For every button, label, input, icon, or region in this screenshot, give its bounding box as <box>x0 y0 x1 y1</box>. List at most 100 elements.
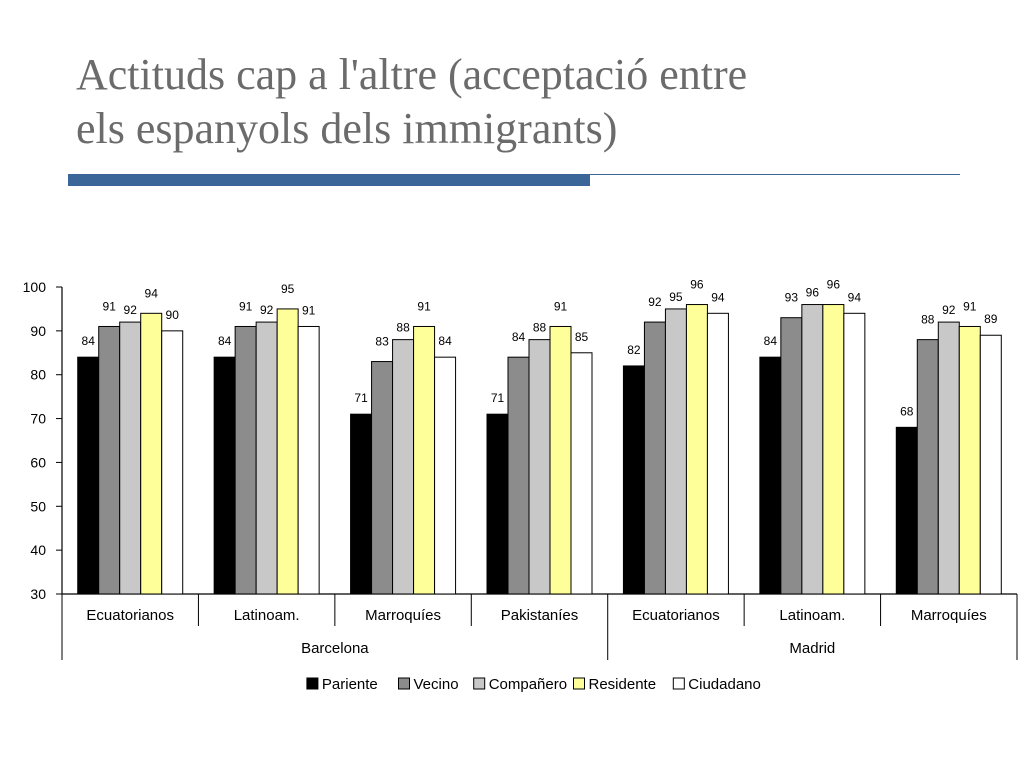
bar-value-label: 91 <box>963 299 977 313</box>
y-tick-label: 70 <box>30 411 46 427</box>
bar-pariente <box>213 356 236 595</box>
bar-value-label: 91 <box>103 299 117 313</box>
y-tick-label: 40 <box>30 542 46 558</box>
bar-value-label: 96 <box>806 286 820 300</box>
bar-compaero <box>664 308 687 595</box>
bar-residente <box>822 304 845 595</box>
bar-ciudadano <box>297 325 320 595</box>
title-line-2: els espanyols dels immigrants) <box>76 104 618 153</box>
bar-value-label: 92 <box>124 303 138 317</box>
bar-value-label: 88 <box>921 313 935 327</box>
legend-swatch <box>573 677 585 690</box>
bar-ciudadano <box>570 352 593 595</box>
bar-ciudadano <box>434 356 457 595</box>
bar-value-label: 95 <box>281 282 295 296</box>
bar-vecino <box>98 325 121 595</box>
category-label: Ecuatorianos <box>632 607 720 624</box>
bar-pariente <box>622 365 645 595</box>
bar-compaero <box>392 339 415 595</box>
bar-value-label: 90 <box>166 308 180 322</box>
bar-compaero <box>801 304 824 595</box>
bar-residente <box>958 325 981 595</box>
bar-compaero <box>528 339 551 595</box>
bar-compaero <box>937 321 960 595</box>
bar-value-label: 96 <box>690 278 704 292</box>
bar-vecino <box>371 361 394 595</box>
bar-value-label: 85 <box>575 330 589 344</box>
bar-value-label: 93 <box>785 291 799 305</box>
bar-value-label: 89 <box>984 312 998 326</box>
bar-vecino <box>507 356 530 595</box>
bar-pariente <box>759 356 782 595</box>
bar-residente <box>413 325 436 595</box>
title-line-1: Actituds cap a l'altre (acceptació entre <box>76 50 748 99</box>
bar-value-label: 84 <box>438 334 452 348</box>
title-underline-thick <box>68 174 590 186</box>
legend-swatch <box>672 677 685 690</box>
category-label: Ecuatorianos <box>86 607 174 624</box>
category-label: Latinoam. <box>779 607 845 624</box>
bar-ciudadano <box>843 312 866 595</box>
legend-label: Compañero <box>489 676 567 693</box>
legend-label: Vecino <box>414 676 459 693</box>
bar-compaero <box>119 321 142 595</box>
bar-value-label: 94 <box>848 290 862 304</box>
bar-value-label: 94 <box>711 290 725 304</box>
title-underline-thin <box>590 174 960 175</box>
bar-value-label: 95 <box>669 290 683 304</box>
bar-value-label: 88 <box>396 321 410 335</box>
bar-residente <box>140 312 163 595</box>
legend-swatch <box>473 677 486 690</box>
bar-value-label: 92 <box>260 303 274 317</box>
slide-title: Actituds cap a l'altre (acceptació entre… <box>76 48 956 156</box>
y-tick-label: 50 <box>30 498 46 514</box>
bar-value-label: 83 <box>375 335 389 349</box>
bar-ciudadano <box>161 330 184 595</box>
bar-value-label: 88 <box>533 321 547 335</box>
bar-value-label: 91 <box>302 303 316 317</box>
category-label: Latinoam. <box>234 607 300 624</box>
bar-value-label: 91 <box>554 299 568 313</box>
bar-vecino <box>643 321 666 595</box>
bar-value-label: 71 <box>354 391 368 405</box>
legend-label: Residente <box>589 676 657 693</box>
bar-value-label: 68 <box>900 404 914 418</box>
bar-value-label: 84 <box>82 334 96 348</box>
y-tick-label: 100 <box>23 279 47 295</box>
bar-value-label: 84 <box>218 334 232 348</box>
bar-value-label: 91 <box>239 299 253 313</box>
bar-value-label: 92 <box>648 295 662 309</box>
category-label: Pakistaníes <box>501 607 579 624</box>
bar-value-label: 96 <box>827 278 841 292</box>
y-tick-label: 90 <box>30 323 46 339</box>
bar-value-label: 94 <box>145 286 159 300</box>
group-label: Barcelona <box>301 640 369 657</box>
y-tick-label: 80 <box>30 367 46 383</box>
bar-pariente <box>350 413 373 595</box>
bar-pariente <box>486 413 509 595</box>
bar-pariente <box>77 356 100 595</box>
group-label: Madrid <box>789 640 835 657</box>
bar-vecino <box>916 339 939 595</box>
bar-vecino <box>234 325 257 595</box>
bar-compaero <box>255 321 278 595</box>
bar-value-label: 71 <box>491 391 505 405</box>
category-label: Marroquíes <box>911 607 987 624</box>
bar-value-label: 92 <box>942 303 956 317</box>
y-tick-label: 60 <box>30 454 46 470</box>
bar-ciudadano <box>706 312 729 595</box>
bar-residente <box>276 308 299 595</box>
bar-ciudadano <box>979 334 1002 595</box>
legend-swatch <box>306 677 319 690</box>
legend-label: Ciudadano <box>688 676 761 693</box>
bar-value-label: 82 <box>627 343 641 357</box>
bar-value-label: 84 <box>512 330 526 344</box>
bar-pariente <box>895 426 918 595</box>
bar-residente <box>549 325 572 595</box>
legend-swatch <box>398 677 410 690</box>
bar-vecino <box>780 317 803 595</box>
bar-value-label: 91 <box>417 299 431 313</box>
y-tick-label: 30 <box>30 586 46 602</box>
bar-residente <box>685 304 708 595</box>
